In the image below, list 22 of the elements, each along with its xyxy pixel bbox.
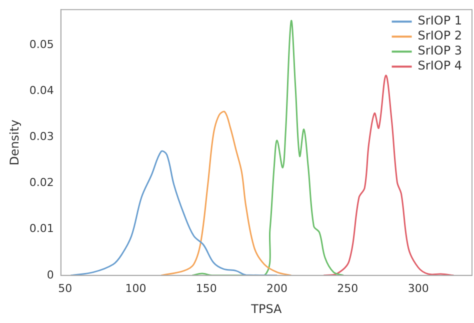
x-tick-label: 200 — [266, 282, 288, 295]
legend-label: SrIOP 2 — [418, 28, 462, 43]
line-series — [160, 110, 292, 276]
x-tick-label: 300 — [408, 282, 429, 295]
legend-label: SrIOP 3 — [418, 44, 462, 58]
y-tick-label: 0.03 — [29, 130, 54, 144]
y-tick-label: 0.05 — [29, 38, 54, 51]
x-tick-label: 150 — [196, 282, 217, 295]
y-tick-label: 0.02 — [29, 176, 54, 190]
line-series — [192, 20, 344, 276]
y-tick-label: 0.04 — [29, 84, 54, 97]
legend-label: SrIOP 4 — [418, 58, 462, 73]
y-tick-label: 0 — [46, 268, 54, 282]
x-tick-label: 100 — [125, 282, 146, 295]
line-series — [70, 150, 278, 276]
legend-label: SrIOP 1 — [418, 14, 462, 28]
y-axis-title: Density — [7, 120, 22, 166]
x-tick-label: 250 — [337, 282, 358, 295]
x-tick-label: 50 — [58, 282, 72, 295]
y-tick-label: 0.01 — [29, 222, 54, 236]
x-axis-title: TPSA — [250, 302, 283, 316]
line-series — [322, 74, 454, 276]
